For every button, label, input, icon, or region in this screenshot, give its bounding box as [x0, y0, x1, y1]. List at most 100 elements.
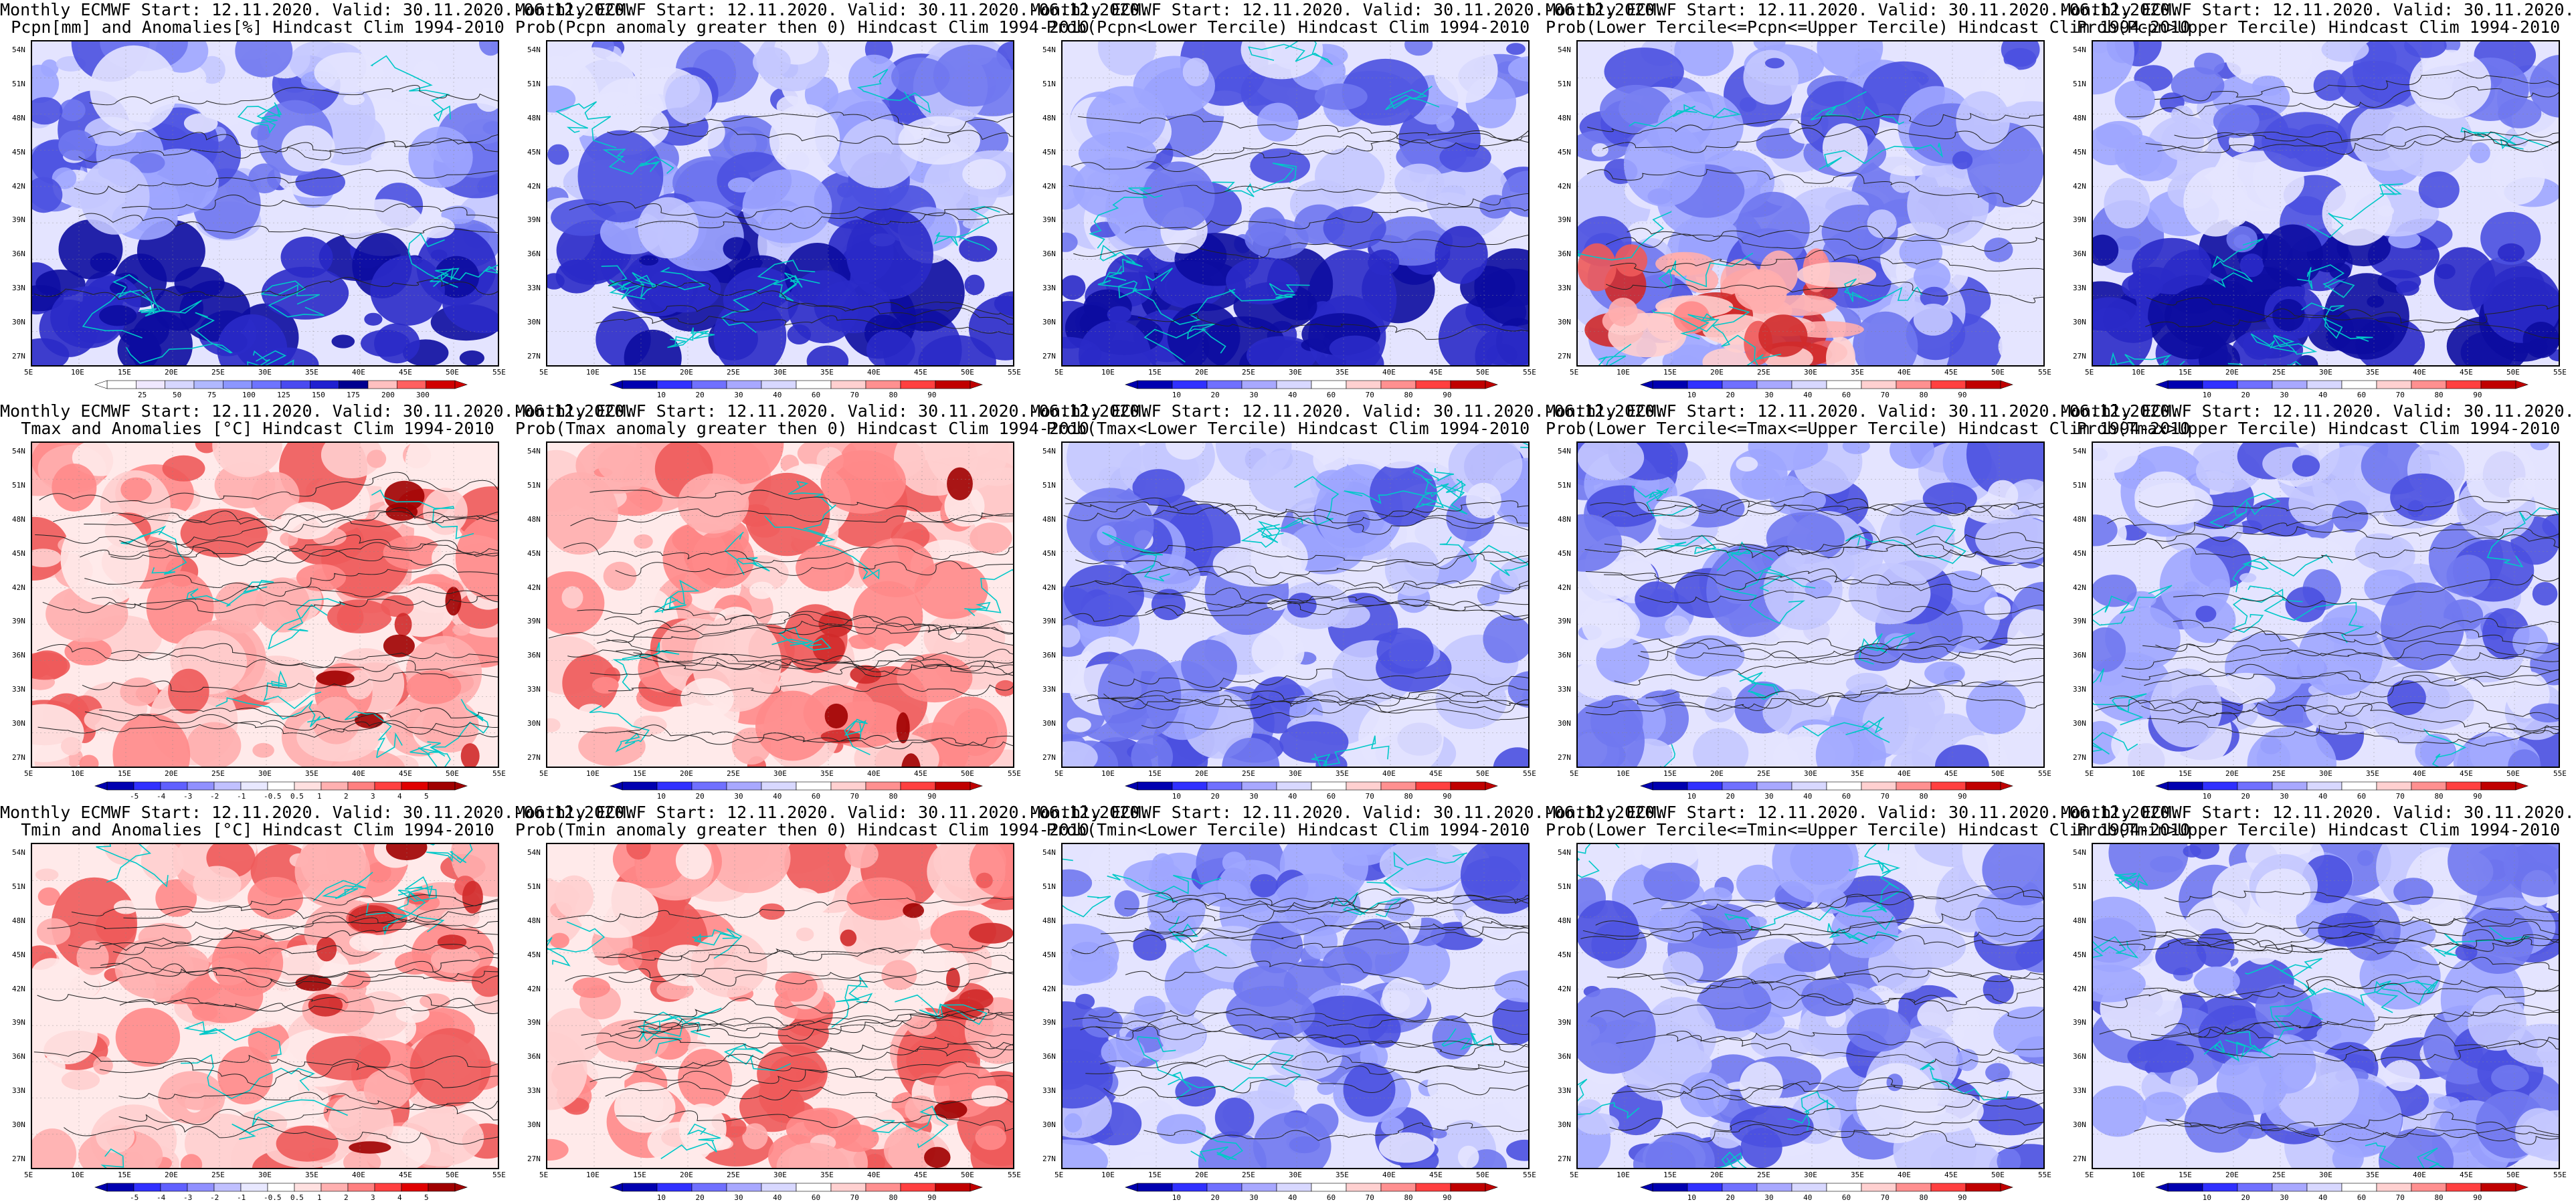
map-field-svg — [2093, 844, 2559, 1168]
lon-tick-label: 15E — [118, 769, 131, 778]
field-blob — [1246, 336, 1317, 365]
field-blob — [212, 443, 282, 478]
lat-tick-label: 30N — [1558, 1120, 1571, 1130]
isoline — [2109, 670, 2559, 706]
field-blob — [1917, 688, 1940, 702]
lon-tick-label: 20E — [680, 769, 693, 778]
field-blob — [1984, 237, 2013, 262]
field-blob — [1097, 41, 1156, 76]
coastline — [1102, 531, 1170, 582]
map-area — [1576, 843, 2045, 1169]
field-blob — [776, 1142, 849, 1168]
field-blob — [1315, 147, 1385, 205]
lon-tick-label: 20E — [2225, 769, 2239, 778]
colorbar-swatch — [428, 781, 456, 791]
lat-tick-label: 54N — [527, 45, 541, 54]
colorbar-swatch — [223, 380, 252, 389]
colorbar-label: 0.5 — [290, 1193, 304, 1202]
coastline — [2365, 1142, 2446, 1168]
lat-tick-label: 30N — [1042, 1120, 1056, 1130]
map-area — [31, 843, 499, 1169]
colorbar-swatch — [213, 1183, 242, 1192]
field-blob — [327, 599, 392, 633]
field-blob — [2184, 1092, 2255, 1153]
field-blob — [1368, 443, 1431, 469]
field-blob — [1704, 692, 1736, 722]
isoline — [1610, 249, 2043, 273]
field-blob — [1063, 336, 1102, 365]
coastline — [344, 711, 403, 759]
field-blob — [1924, 661, 1965, 686]
field-blob — [1856, 1063, 1938, 1143]
coastline — [1787, 1091, 1836, 1131]
panel-title-line1: Monthly ECMWF Start: 12.11.2020. Valid: … — [515, 401, 1150, 421]
colorbar-swatch — [1241, 1183, 1277, 1192]
lat-tick-label: 27N — [527, 1155, 541, 1163]
panel-title-line1: Monthly ECMWF Start: 12.11.2020. Valid: … — [0, 803, 635, 822]
coastline — [237, 102, 282, 134]
lon-tick-label: 30E — [773, 1171, 787, 1179]
lon-tick-label: 5E — [1570, 1171, 1579, 1179]
lon-tick-label: 35E — [1851, 769, 1864, 778]
field-blob — [364, 312, 383, 326]
colorbar-swatch — [1687, 380, 1723, 389]
isoline — [1595, 920, 2043, 948]
map-panel-tmax_low: Monthly ECMWF Start: 12.11.2020. Valid: … — [1030, 401, 1665, 803]
colorbar-swatch — [1687, 781, 1723, 791]
panel-title-line2: Prob(Pcpn>Upper Tercile) Hindcast Clim 1… — [2076, 17, 2561, 37]
panel-title-line1: Monthly ECMWF Start: 12.11.2020. Valid: … — [1546, 401, 2181, 421]
colorbar-label: 70 — [1880, 1193, 1890, 1202]
lat-tick-label: 45N — [1558, 147, 1571, 157]
field-blob — [1257, 1074, 1295, 1110]
colorbar-swatch — [726, 781, 762, 791]
field-blob — [2093, 297, 2152, 365]
colorbar-swatch — [2237, 1183, 2273, 1192]
colorbar-label: 60 — [1841, 1193, 1851, 1202]
coastline — [1843, 278, 1923, 302]
field-blob — [1987, 480, 2019, 511]
field-blob — [1475, 325, 1528, 365]
colorbar-label: 20 — [1726, 391, 1735, 399]
lon-tick-label: 15E — [1663, 368, 1677, 377]
lat-tick-label: 48N — [527, 113, 541, 122]
field-blob — [371, 145, 409, 167]
lat-tick-label: 33N — [12, 284, 25, 293]
field-blob — [60, 512, 150, 605]
field-blob — [2529, 55, 2559, 118]
field-blob — [2225, 41, 2313, 86]
coastline — [773, 272, 820, 302]
colorbar-label: 60 — [1326, 391, 1336, 399]
colorbar — [94, 781, 468, 791]
field-blob — [1578, 1113, 1620, 1135]
field-blob — [320, 443, 383, 478]
lat-tick-label: 42N — [2073, 181, 2086, 191]
lat-tick-label: 36N — [1558, 1052, 1571, 1062]
lat-tick-label: 54N — [2073, 447, 2086, 456]
lat-tick-label: 45N — [1042, 950, 1056, 959]
colorbar-swatch — [1450, 380, 1486, 389]
colorbar-label: 40 — [2318, 1193, 2328, 1202]
panel-title-line2: Tmin and Anomalies [°C] Hindcast Clim 19… — [21, 820, 494, 839]
field-blob — [614, 1082, 676, 1133]
field-blob — [933, 44, 1012, 107]
colorbar-swatch — [865, 781, 901, 791]
colorbar-swatch — [2202, 380, 2238, 389]
lon-tick-label: 35E — [820, 1171, 834, 1179]
coastline — [1441, 1028, 1494, 1051]
isoline — [84, 511, 498, 526]
colorbar-label: 5 — [424, 1193, 429, 1202]
field-blob — [1966, 680, 2026, 734]
panel-title-line1: Monthly ECMWF Start: 12.11.2020. Valid: … — [1546, 803, 2181, 822]
lon-tick-label: 20E — [1195, 769, 1208, 778]
field-blob — [97, 1078, 120, 1100]
lat-tick-label: 33N — [1042, 685, 1056, 694]
colorbar-label: 70 — [850, 391, 859, 399]
field-blob — [211, 928, 284, 997]
lat-tick-label: 27N — [12, 1155, 25, 1163]
isoline — [1616, 1030, 2043, 1056]
field-blob — [1740, 1128, 1782, 1168]
colorbar-swatch — [2446, 380, 2482, 389]
isoline — [1602, 492, 2043, 520]
isoline — [74, 169, 498, 195]
coastline — [2110, 351, 2185, 365]
